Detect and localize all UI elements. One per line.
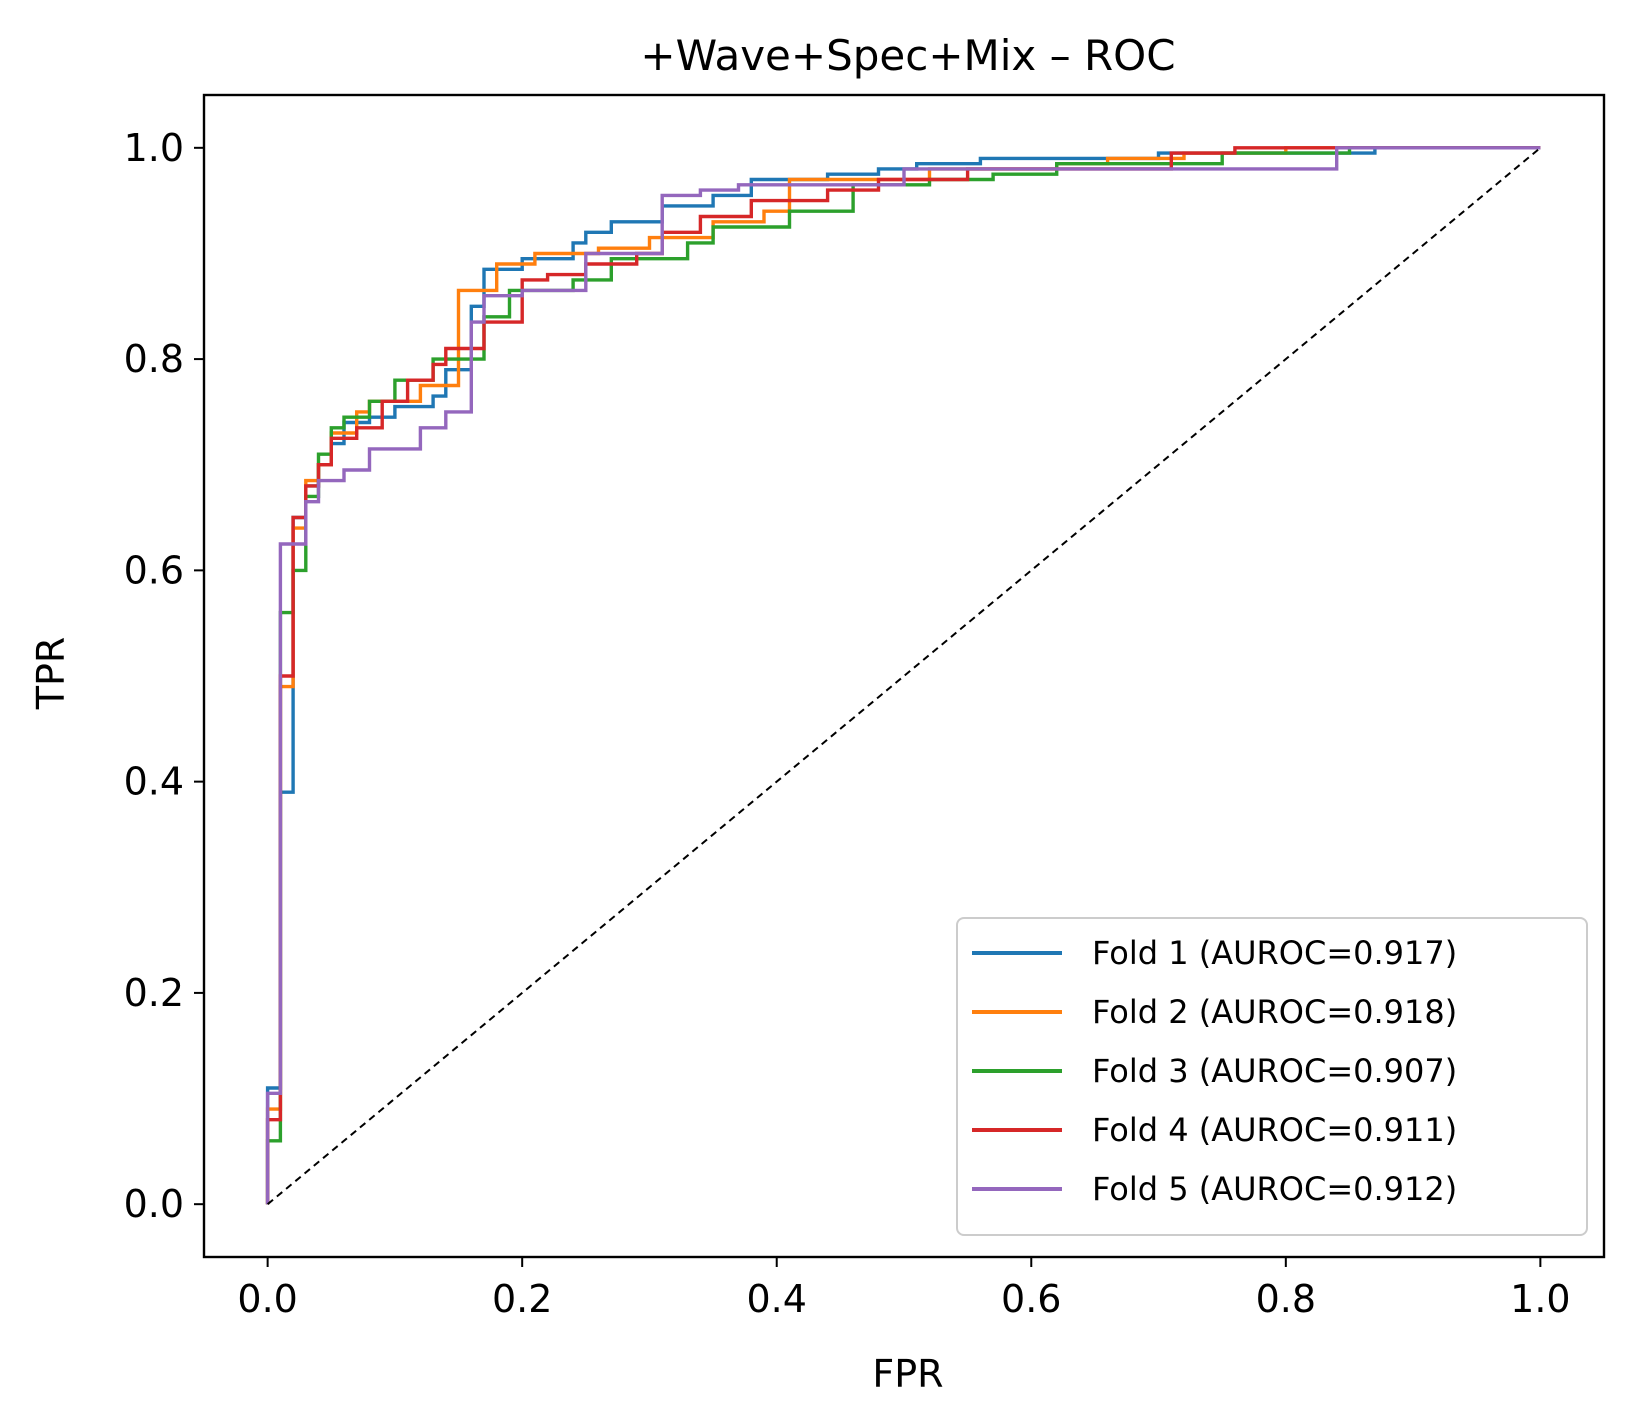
x-tick-label: 0.6 — [1001, 1277, 1061, 1321]
legend: Fold 1 (AUROC=0.917) Fold 2 (AUROC=0.918)… — [956, 917, 1588, 1236]
roc-curve-fold-3 — [265, 146, 1541, 1205]
x-axis-ticks: 0.0 0.2 0.4 0.6 0.8 1.0 — [237, 1257, 1571, 1321]
axes-frame — [202, 93, 1606, 1259]
legend-label-fold-4: Fold 4 (AUROC=0.911) — [1092, 1111, 1457, 1149]
legend-label-fold-5: Fold 5 (AUROC=0.912) — [1092, 1170, 1457, 1208]
y-axis-ticks: 0.0 0.2 0.4 0.6 0.8 1.0 — [124, 126, 204, 1226]
x-tick-label: 0.4 — [747, 1277, 807, 1321]
chart-title: +Wave+Spec+Mix – ROC — [640, 31, 1175, 80]
y-tick-label: 0.6 — [124, 548, 184, 592]
roc-curve-fold-5 — [265, 146, 1541, 1205]
y-tick-label: 1.0 — [124, 126, 184, 170]
legend-frame — [956, 917, 1588, 1236]
series-layer — [265, 146, 1541, 1205]
y-tick-label: 0.8 — [124, 337, 184, 381]
y-axis-label: TPR — [29, 637, 73, 711]
x-tick-label: 0.0 — [237, 1277, 297, 1321]
x-tick-label: 0.8 — [1256, 1277, 1316, 1321]
y-tick-label: 0.2 — [124, 971, 184, 1015]
legend-label-fold-3: Fold 3 (AUROC=0.907) — [1092, 1052, 1457, 1090]
y-tick-label: 0.0 — [124, 1182, 184, 1226]
legend-label-fold-2: Fold 2 (AUROC=0.918) — [1092, 993, 1457, 1031]
legend-label-fold-1: Fold 1 (AUROC=0.917) — [1092, 934, 1457, 972]
x-tick-label: 0.2 — [492, 1277, 552, 1321]
x-tick-label: 1.0 — [1510, 1277, 1570, 1321]
y-tick-label: 0.4 — [124, 760, 184, 804]
plot-area — [202, 93, 1606, 1259]
x-axis-label: FPR — [872, 1352, 943, 1396]
